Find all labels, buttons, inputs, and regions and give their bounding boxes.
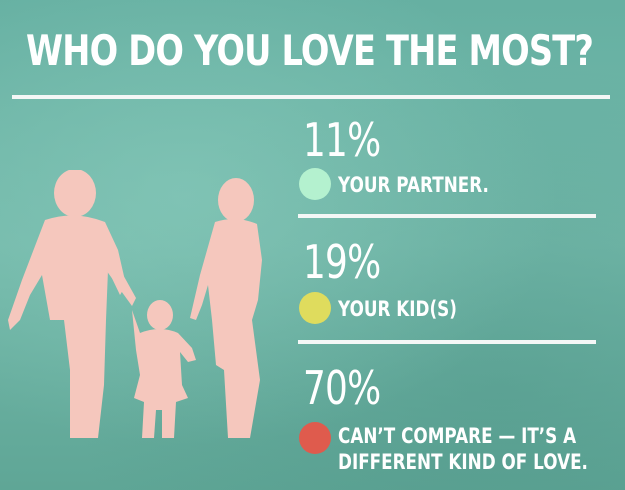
percentage-value: 19% (303, 235, 381, 289)
title-divider (12, 95, 610, 99)
category-label-line: CAN’T COMPARE — IT’S A (338, 424, 577, 448)
category-label: YOUR PARTNER. (338, 172, 489, 198)
percentage-value: 70% (303, 361, 381, 415)
category-label-line: YOUR PARTNER. (338, 173, 489, 197)
section-divider (298, 340, 596, 344)
section-divider (298, 214, 596, 218)
category-label-line: DIFFERENT KIND OF LOVE. (338, 450, 588, 474)
series-color-dot (299, 422, 331, 454)
percentage-value: 11% (303, 113, 381, 167)
category-label: CAN’T COMPARE — IT’S A DIFFERENT KIND OF… (338, 423, 588, 475)
chart-title: WHO DO YOU LOVE THE MOST? (26, 26, 594, 75)
series-color-dot (299, 292, 331, 324)
category-label-line: YOUR KID(S) (338, 297, 457, 321)
series-color-dot (299, 168, 331, 200)
category-label: YOUR KID(S) (338, 296, 457, 322)
family-silhouette-icon (8, 170, 262, 438)
